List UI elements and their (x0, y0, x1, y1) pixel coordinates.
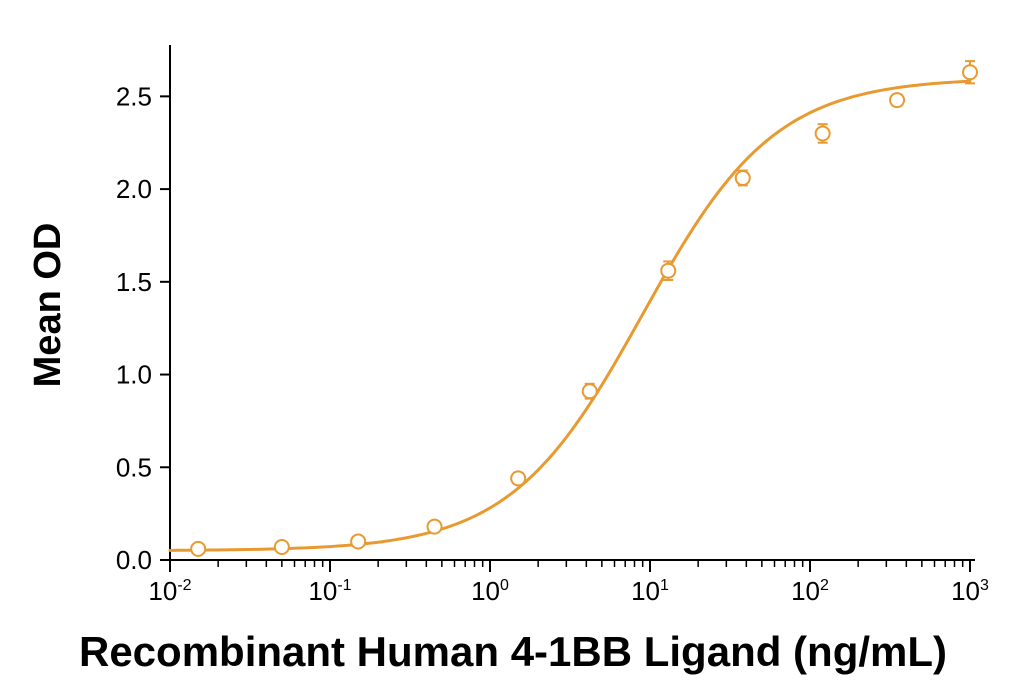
data-point (191, 542, 205, 556)
data-point (890, 93, 904, 107)
x-axis-title: Recombinant Human 4-1BB Ligand (ng/mL) (79, 628, 947, 675)
data-point (816, 126, 830, 140)
data-point (275, 540, 289, 554)
data-point (511, 471, 525, 485)
data-point (583, 384, 597, 398)
y-tick-label: 2.0 (116, 174, 152, 204)
y-tick-label: 0.0 (116, 545, 152, 575)
dose-response-chart: 0.00.51.01.52.02.510-210-1100101102103Me… (0, 0, 1036, 686)
chart-container: 0.00.51.01.52.02.510-210-1100101102103Me… (0, 0, 1036, 686)
y-axis-title: Mean OD (27, 223, 69, 388)
data-point (661, 264, 675, 278)
data-point (351, 534, 365, 548)
data-point (736, 171, 750, 185)
y-tick-label: 1.5 (116, 267, 152, 297)
y-tick-label: 2.5 (116, 81, 152, 111)
y-tick-label: 0.5 (116, 452, 152, 482)
data-point (963, 65, 977, 79)
data-point (428, 520, 442, 534)
y-tick-label: 1.0 (116, 360, 152, 390)
